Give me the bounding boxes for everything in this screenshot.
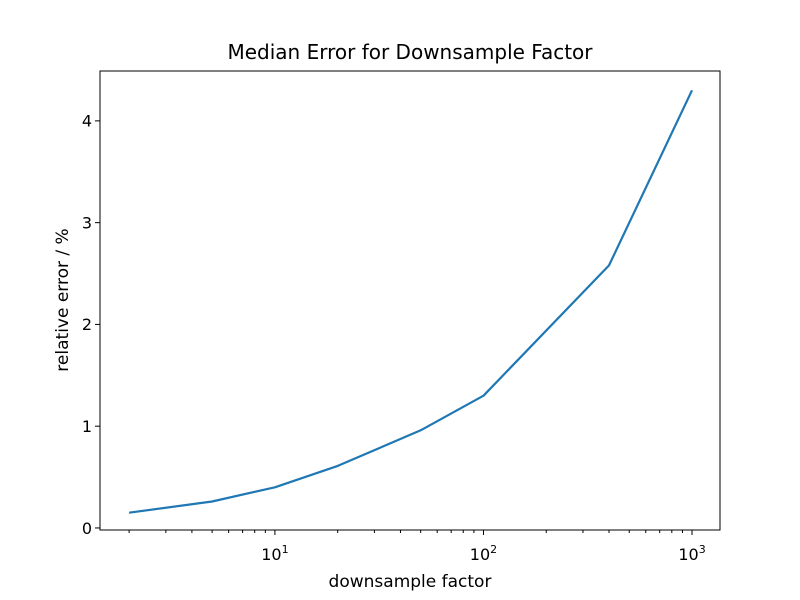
y-tick-label: 1 [82, 417, 92, 436]
y-tick-label: 2 [82, 315, 92, 334]
plot-background [100, 71, 720, 530]
series-line [128, 89, 693, 514]
x-tick-label: 103 [678, 543, 705, 564]
y-axis-label: relative error / % [53, 228, 73, 371]
x-tick-label: 101 [261, 543, 288, 564]
plot-border [99, 70, 721, 531]
y-tick-label: 0 [82, 519, 92, 538]
y-major-ticks: 0 1 2 3 4 [82, 112, 100, 538]
y-tick-label: 4 [82, 112, 92, 131]
x-axis-label: downsample factor [329, 572, 492, 592]
chart-title: Median Error for Downsample Factor [227, 40, 593, 64]
x-major-ticks: 101 102 103 [261, 530, 706, 564]
x-tick-label: 102 [470, 543, 497, 564]
y-tick-label: 3 [82, 213, 92, 232]
